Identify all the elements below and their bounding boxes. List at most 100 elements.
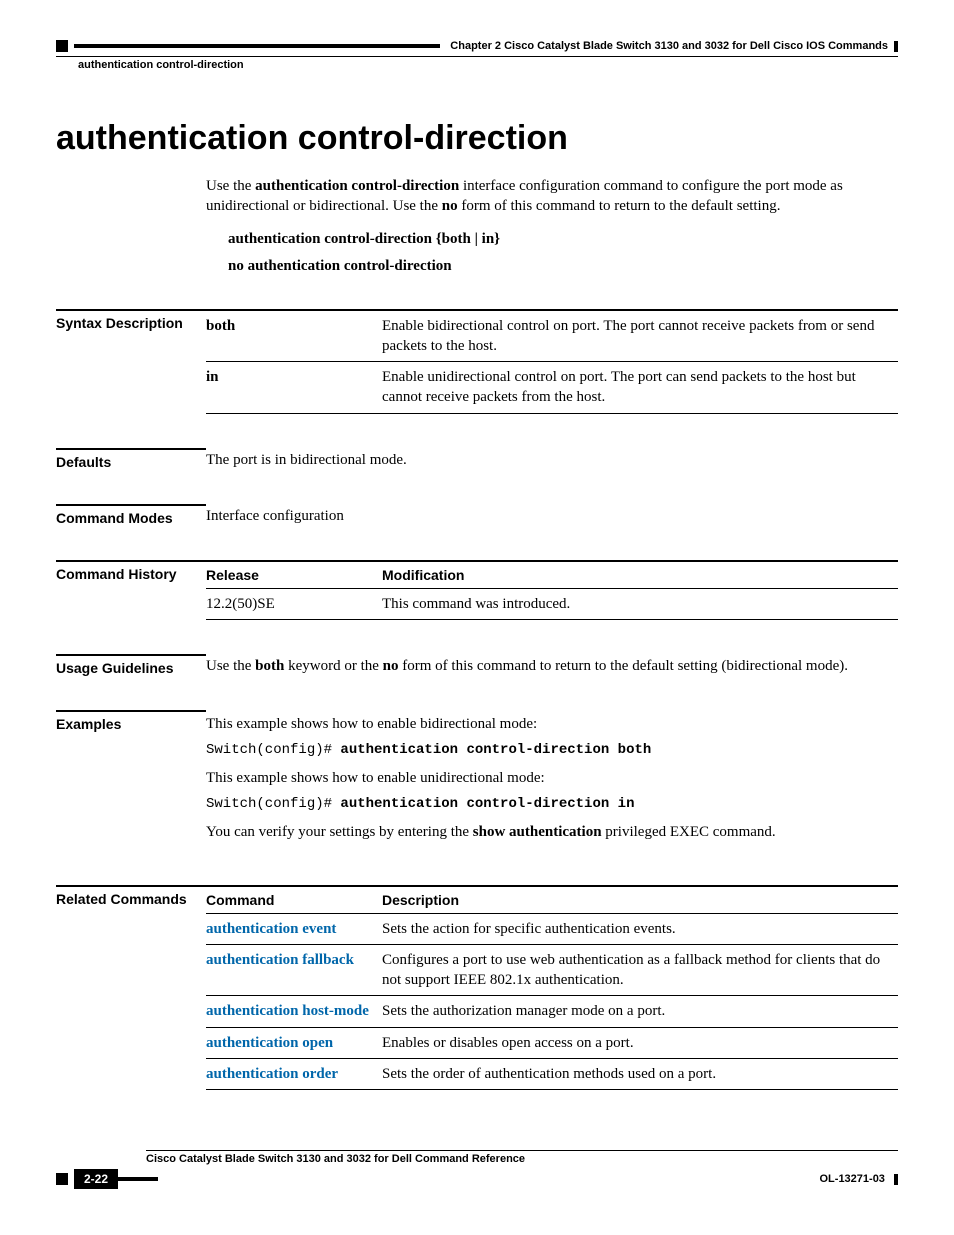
- related-link[interactable]: authentication open: [206, 1035, 333, 1051]
- label-syntax: Syntax Description: [56, 309, 206, 414]
- label-modes: Command Modes: [56, 504, 206, 526]
- table-row: authentication fallback Configures a por…: [206, 944, 898, 996]
- intro-block: Use the authentication control-direction…: [206, 176, 898, 275]
- section-examples: Examples This example shows how to enabl…: [56, 710, 898, 851]
- table-header-row: Command Description: [206, 886, 898, 914]
- text-bold: authentication control-direction: [255, 178, 459, 194]
- footer-title: Cisco Catalyst Blade Switch 3130 and 303…: [146, 1153, 898, 1165]
- table-rule: [206, 619, 898, 620]
- syntax-content: both Enable bidirectional control on por…: [206, 309, 898, 414]
- syntax-usage-1: authentication control-direction {both |…: [228, 231, 898, 248]
- table-row: authentication event Sets the action for…: [206, 913, 898, 944]
- section-defaults: Defaults The port is in bidirectional mo…: [56, 448, 898, 470]
- text-bold: show authentication: [473, 824, 602, 840]
- header-square-icon: [56, 40, 68, 52]
- syntax-keyword: both: [206, 310, 382, 362]
- section-modes: Command Modes Interface configuration: [56, 504, 898, 526]
- footer-square-icon: [56, 1173, 68, 1185]
- history-h1: Release: [206, 561, 382, 589]
- related-h1: Command: [206, 886, 382, 914]
- history-table: Release Modification 12.2(50)SE This com…: [206, 560, 898, 620]
- label-examples: Examples: [56, 710, 206, 851]
- text: privileged EXEC command.: [602, 824, 776, 840]
- table-row: 12.2(50)SE This command was introduced.: [206, 588, 898, 619]
- example-code: Switch(config)# authentication control-d…: [206, 796, 898, 812]
- table-rule: [206, 413, 898, 414]
- text-bold: no: [442, 198, 458, 214]
- related-link[interactable]: authentication event: [206, 921, 336, 937]
- related-link[interactable]: authentication host-mode: [206, 1003, 369, 1019]
- text-bold: no: [383, 658, 399, 674]
- related-h2: Description: [382, 886, 898, 914]
- text: Use the: [206, 178, 255, 194]
- syntax-desc: Enable bidirectional control on port. Th…: [382, 310, 898, 362]
- footer-doc-id: OL-13271-03: [820, 1173, 899, 1185]
- header-end-bar-icon: [894, 41, 898, 52]
- table-row: authentication host-mode Sets the author…: [206, 996, 898, 1027]
- example-text: You can verify your settings by entering…: [206, 822, 898, 842]
- history-mod: This command was introduced.: [382, 588, 898, 619]
- history-h2: Modification: [382, 561, 898, 589]
- table-row: authentication open Enables or disables …: [206, 1027, 898, 1058]
- usage-content: Use the both keyword or the no form of t…: [206, 654, 898, 676]
- related-link[interactable]: authentication fallback: [206, 952, 354, 968]
- command: authentication control-direction in: [340, 796, 634, 812]
- command: authentication control-direction both: [340, 742, 651, 758]
- page-title: authentication control-direction: [56, 119, 898, 158]
- table-row: authentication order Sets the order of a…: [206, 1058, 898, 1089]
- related-table: Command Description authentication event…: [206, 885, 898, 1091]
- syntax-desc: Enable unidirectional control on port. T…: [382, 362, 898, 414]
- footer-title-row: Cisco Catalyst Blade Switch 3130 and 303…: [146, 1150, 898, 1165]
- section-history: Command History Release Modification 12.…: [56, 560, 898, 620]
- text-bold: both: [255, 658, 284, 674]
- related-link[interactable]: authentication order: [206, 1066, 338, 1082]
- syntax-keyword: in: [206, 362, 382, 414]
- badge-tail: [118, 1177, 158, 1181]
- table-rule: [206, 1090, 898, 1091]
- modes-content: Interface configuration: [206, 504, 898, 526]
- label-related: Related Commands: [56, 885, 206, 1091]
- related-desc: Configures a port to use web authenticat…: [382, 944, 898, 996]
- table-header-row: Release Modification: [206, 561, 898, 589]
- related-desc: Enables or disables open access on a por…: [382, 1027, 898, 1058]
- table-row: both Enable bidirectional control on por…: [206, 310, 898, 362]
- example-code: Switch(config)# authentication control-d…: [206, 742, 898, 758]
- page-footer: Cisco Catalyst Blade Switch 3130 and 303…: [56, 1150, 898, 1189]
- prompt: Switch(config)#: [206, 796, 340, 812]
- header-left: [56, 40, 450, 52]
- intro-paragraph: Use the authentication control-direction…: [206, 176, 898, 217]
- section-related: Related Commands Command Description aut…: [56, 885, 898, 1091]
- examples-content: This example shows how to enable bidirec…: [206, 710, 898, 851]
- related-content: Command Description authentication event…: [206, 885, 898, 1091]
- defaults-content: The port is in bidirectional mode.: [206, 448, 898, 470]
- syntax-table: both Enable bidirectional control on por…: [206, 309, 898, 414]
- prompt: Switch(config)#: [206, 742, 340, 758]
- text: form of this command to return to the de…: [399, 658, 848, 674]
- example-text: This example shows how to enable unidire…: [206, 768, 898, 788]
- section-usage: Usage Guidelines Use the both keyword or…: [56, 654, 898, 676]
- related-desc: Sets the order of authentication methods…: [382, 1058, 898, 1089]
- footer-end-bar-icon: [894, 1174, 898, 1185]
- example-text: This example shows how to enable bidirec…: [206, 714, 898, 734]
- text: keyword or the: [284, 658, 382, 674]
- footer-bottom-row: 2-22 OL-13271-03: [56, 1169, 898, 1189]
- text: You can verify your settings by entering…: [206, 824, 473, 840]
- label-history: Command History: [56, 560, 206, 620]
- page-number-badge: 2-22: [74, 1169, 118, 1189]
- history-release: 12.2(50)SE: [206, 588, 382, 619]
- page-header: Chapter 2 Cisco Catalyst Blade Switch 31…: [56, 40, 898, 57]
- text: Use the: [206, 658, 255, 674]
- table-row: in Enable unidirectional control on port…: [206, 362, 898, 414]
- header-chapter: Chapter 2 Cisco Catalyst Blade Switch 31…: [450, 40, 888, 52]
- related-desc: Sets the action for specific authenticat…: [382, 913, 898, 944]
- label-defaults: Defaults: [56, 448, 206, 470]
- doc-id: OL-13271-03: [820, 1173, 885, 1185]
- syntax-usage-2: no authentication control-direction: [228, 258, 898, 275]
- related-desc: Sets the authorization manager mode on a…: [382, 996, 898, 1027]
- section-syntax: Syntax Description both Enable bidirecti…: [56, 309, 898, 414]
- header-bar: [74, 44, 440, 48]
- header-subtitle: authentication control-direction: [78, 59, 898, 71]
- text: form of this command to return to the de…: [458, 198, 781, 214]
- label-usage: Usage Guidelines: [56, 654, 206, 676]
- history-content: Release Modification 12.2(50)SE This com…: [206, 560, 898, 620]
